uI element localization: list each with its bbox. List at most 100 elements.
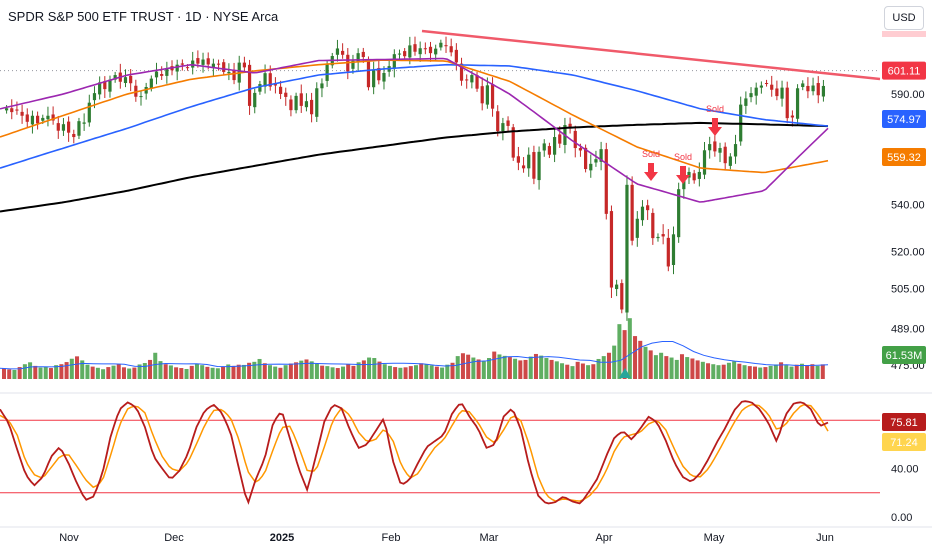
volume-bar bbox=[742, 365, 747, 379]
volume-bar bbox=[137, 364, 142, 379]
volume-bar bbox=[706, 363, 711, 379]
volume-bar bbox=[127, 368, 132, 379]
volume-bar bbox=[262, 363, 267, 379]
candle-body bbox=[180, 63, 184, 65]
candle-body bbox=[449, 46, 453, 53]
stoch-k-badge-bg bbox=[882, 413, 926, 431]
volume-bar bbox=[278, 367, 283, 379]
candle-body bbox=[222, 62, 226, 72]
candle-body bbox=[625, 184, 629, 313]
candle-body bbox=[377, 67, 381, 81]
volume-bar bbox=[779, 362, 784, 379]
volume-bar bbox=[799, 363, 804, 379]
candle-body bbox=[284, 92, 288, 97]
candle-body bbox=[413, 44, 417, 52]
time-axis-label: Nov bbox=[59, 532, 79, 544]
volume-bar bbox=[554, 361, 559, 379]
volume-bar bbox=[85, 364, 90, 379]
candle-body bbox=[646, 205, 650, 211]
volume-bar bbox=[659, 352, 664, 379]
candle-body bbox=[423, 48, 427, 50]
candle-body bbox=[584, 147, 588, 170]
candle-body bbox=[299, 93, 303, 106]
candle-body bbox=[708, 144, 712, 151]
ma-50-line bbox=[0, 59, 829, 174]
sold-label: Sold bbox=[706, 104, 724, 114]
candle-body bbox=[811, 85, 815, 92]
candle-body bbox=[677, 189, 681, 238]
candle-body bbox=[242, 62, 246, 68]
candle-body bbox=[687, 171, 691, 178]
volume-bar bbox=[252, 361, 257, 379]
volume-bar bbox=[90, 366, 95, 379]
volume-bar bbox=[664, 356, 669, 379]
volume-bar bbox=[38, 367, 43, 379]
candle-body bbox=[273, 84, 278, 86]
ma-200-line bbox=[0, 121, 829, 213]
candle-body bbox=[506, 120, 510, 126]
candle-body bbox=[278, 86, 283, 94]
volume-bar bbox=[690, 358, 695, 379]
candle-body bbox=[521, 165, 526, 169]
sell-arrow-icon bbox=[644, 163, 658, 181]
volume-bar bbox=[320, 365, 325, 379]
candle-body bbox=[129, 75, 133, 84]
volume-bar bbox=[805, 365, 810, 379]
volume-bar bbox=[716, 365, 721, 379]
candle-body bbox=[366, 59, 371, 88]
candle-body bbox=[542, 143, 546, 151]
candle-body bbox=[123, 77, 128, 84]
volume-badge: 61.53M bbox=[886, 350, 923, 362]
candle-body bbox=[56, 123, 60, 131]
volume-bar bbox=[59, 364, 64, 379]
candle-body bbox=[702, 150, 707, 175]
volume-bar bbox=[633, 336, 638, 379]
volume-bar bbox=[560, 363, 565, 379]
volume-bar bbox=[184, 368, 189, 379]
volume-bar bbox=[700, 361, 705, 379]
time-axis-label: 2025 bbox=[270, 532, 294, 544]
candle-body bbox=[744, 98, 748, 106]
candle-body bbox=[227, 71, 231, 74]
volume-bar bbox=[257, 358, 262, 379]
candle-body bbox=[408, 45, 412, 58]
candle-body bbox=[61, 124, 66, 131]
candle-body bbox=[320, 83, 324, 89]
volume-bar bbox=[189, 365, 194, 379]
candle-body bbox=[36, 115, 40, 124]
candle-body bbox=[325, 64, 329, 81]
candle-body bbox=[294, 95, 298, 111]
candle-body bbox=[485, 85, 489, 105]
price-tick-label: 505.00 bbox=[891, 283, 925, 295]
volume-bar bbox=[445, 364, 450, 379]
volume-bar bbox=[273, 366, 278, 379]
time-axis-label: Jun bbox=[816, 532, 834, 544]
candle-body bbox=[268, 73, 272, 87]
volume-bar bbox=[215, 368, 220, 379]
candle-body bbox=[578, 148, 583, 151]
candle-body bbox=[154, 71, 159, 78]
volume-bar bbox=[163, 364, 168, 379]
candle-body bbox=[113, 75, 117, 80]
volume-bar bbox=[481, 361, 486, 379]
volume-bar bbox=[17, 367, 22, 379]
volume-bar bbox=[33, 365, 38, 379]
candle-body bbox=[10, 108, 14, 113]
currency-button[interactable]: USD bbox=[884, 6, 924, 30]
volume-bar bbox=[174, 367, 179, 379]
volume-bar bbox=[387, 365, 392, 379]
volume-bar bbox=[43, 366, 48, 379]
candle-body bbox=[289, 99, 293, 111]
candle-body bbox=[4, 108, 9, 111]
volume-bar bbox=[434, 366, 439, 379]
last-price-badge-bg bbox=[882, 61, 926, 80]
volume-bar bbox=[612, 345, 617, 379]
candle-body bbox=[501, 123, 505, 132]
volume-bar bbox=[533, 353, 538, 379]
candle-body bbox=[718, 148, 722, 153]
volume-bar bbox=[403, 367, 408, 379]
volume-bar bbox=[617, 324, 622, 379]
volume-bar bbox=[335, 368, 340, 379]
candle-body bbox=[806, 85, 810, 92]
